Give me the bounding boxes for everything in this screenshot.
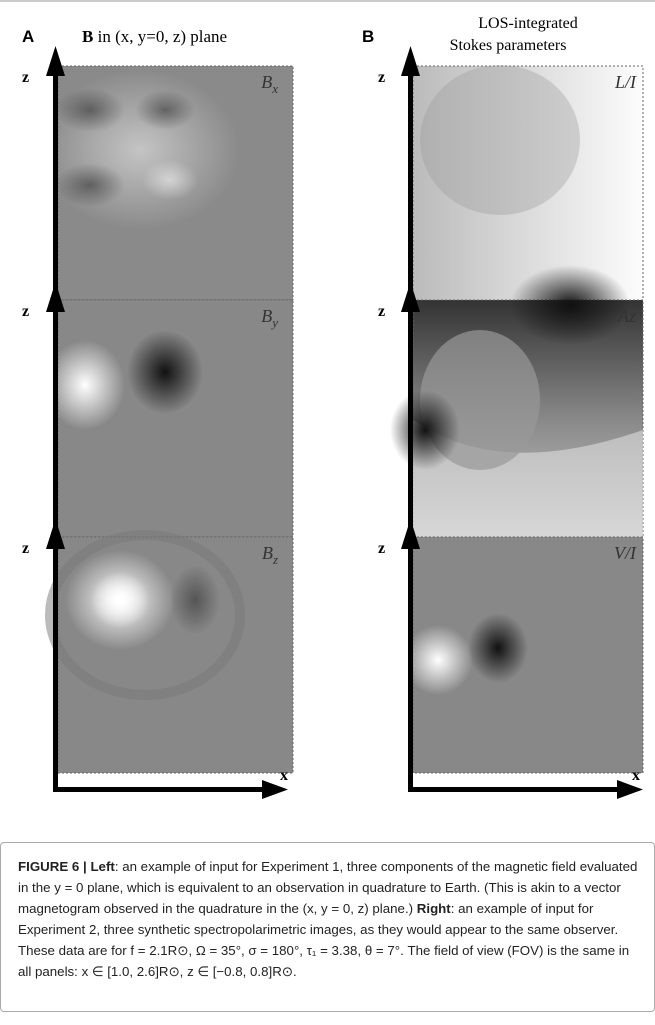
label-main: B [261, 72, 272, 92]
title-bold: B [82, 27, 93, 46]
panel-label: Az [617, 306, 636, 326]
label-sub: z [272, 552, 278, 567]
axis-label: z [22, 540, 29, 557]
page: A B in (x, y=0, z) plane B LOS-integrate… [0, 0, 655, 1025]
panel-title: LOS-integrated [478, 15, 578, 32]
caption: FIGURE 6 | Left: an example of input for… [18, 856, 640, 982]
label-main: B [261, 306, 272, 326]
axis-label: z [22, 303, 29, 320]
panel-label: L/I [614, 72, 637, 92]
axis-label: z [22, 69, 29, 86]
axis-label: z [378, 303, 385, 320]
caption-heading: Right [417, 901, 451, 916]
label-main: B [262, 543, 273, 563]
axis-label: x [280, 767, 288, 784]
panel-a-images [40, 66, 293, 773]
panel-label: V/I [614, 543, 637, 563]
panel-title: Stokes parameters [450, 37, 567, 54]
title-rest: in (x, y=0, z) plane [98, 27, 228, 46]
axis-label: x [632, 767, 640, 784]
panel-letter: A [22, 27, 34, 46]
label-sub: x [271, 81, 278, 96]
panel-title: B in (x, y=0, z) plane [82, 27, 227, 46]
axis-label: z [378, 540, 385, 557]
axis-label: z [378, 69, 385, 86]
panel-b-images [390, 65, 643, 773]
caption-heading: Left [90, 859, 114, 874]
caption-label: FIGURE 6 | [18, 859, 90, 874]
panel-letter: B [362, 27, 374, 46]
label-sub: y [270, 315, 278, 330]
